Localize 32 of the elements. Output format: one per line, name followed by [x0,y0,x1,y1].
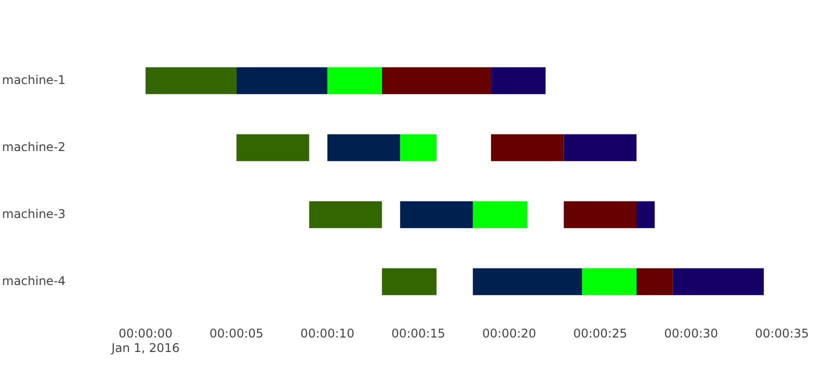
bar [327,67,382,94]
bar [236,67,328,94]
bar [491,134,564,162]
bar [146,67,236,94]
bar [400,134,436,162]
x-tick-label: 00:00:10 [300,326,354,341]
bar [382,268,436,296]
bar [236,134,310,162]
x-tick-label: 00:00:20 [482,326,536,341]
bar [472,201,528,228]
bar [400,201,473,228]
x-tick-label: 00:00:05 [210,326,264,341]
bar [636,268,673,296]
bar [472,268,582,296]
bar [564,134,637,162]
bar [672,268,764,296]
y-tick-label: machine-3 [2,206,66,221]
x-tick-label: 00:00:35 [755,326,809,341]
bar [582,268,637,296]
y-tick-label: machine-4 [2,274,66,288]
bar [382,67,492,94]
y-tick-label: machine-2 [2,140,66,154]
x-tick-label: 00:00:25 [573,326,628,341]
bar [309,201,382,228]
x-tick-label: 00:00:30 [664,326,718,341]
bar [327,134,400,162]
bar [636,201,655,228]
bar [564,201,637,228]
x-tick-label: 00:00:15 [391,326,446,341]
y-tick-label: machine-1 [2,72,66,87]
bar [491,67,546,94]
x-tick-label: 00:00:00 Jan 1, 2016 [110,326,180,355]
